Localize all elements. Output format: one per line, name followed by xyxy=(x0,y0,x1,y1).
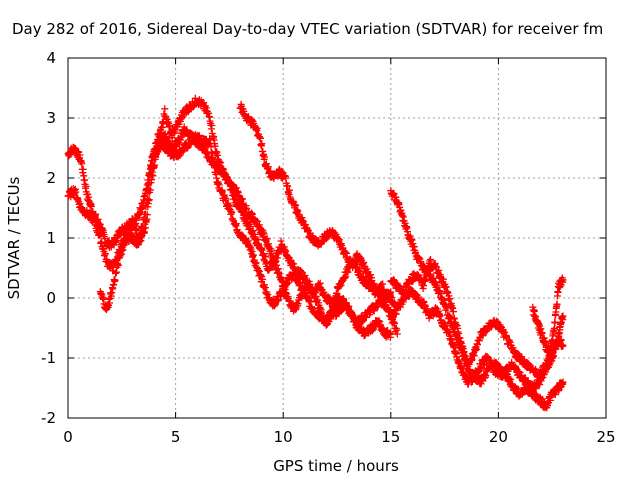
series-8 xyxy=(529,274,567,359)
series-5 xyxy=(387,187,567,381)
y-axis-label: SDTVAR / TECUs xyxy=(5,176,23,299)
series-4-markers xyxy=(236,100,399,310)
series-4 xyxy=(236,100,399,310)
series-3-markers xyxy=(96,123,395,341)
x-tick-label: 0 xyxy=(63,428,73,446)
y-tick-label: -1 xyxy=(41,349,56,367)
series-6-markers xyxy=(387,256,567,412)
y-tick-label: 3 xyxy=(46,109,56,127)
x-axis: 0 5 10 15 20 25 xyxy=(63,58,616,446)
series-8-markers xyxy=(529,274,567,359)
x-tick-label: 20 xyxy=(489,428,508,446)
series-2-markers xyxy=(64,94,401,338)
series-7 xyxy=(387,286,567,395)
y-tick-label: 4 xyxy=(46,49,56,67)
chart-title: Day 282 of 2016, Sidereal Day-to-day VTE… xyxy=(12,20,603,38)
x-tick-label: 10 xyxy=(274,428,293,446)
x-tick-label: 5 xyxy=(171,428,181,446)
y-tick-label: 0 xyxy=(46,289,56,307)
y-tick-label: -2 xyxy=(41,409,56,427)
grid xyxy=(68,58,606,418)
series-5-markers xyxy=(387,187,567,381)
series-6 xyxy=(387,256,567,412)
series-2 xyxy=(64,94,401,338)
data-points xyxy=(64,94,567,412)
y-tick-label: 1 xyxy=(46,229,56,247)
x-axis-label: GPS time / hours xyxy=(273,457,399,475)
y-tick-label: 2 xyxy=(46,169,56,187)
x-tick-label: 15 xyxy=(381,428,400,446)
series-7-markers xyxy=(387,286,567,395)
series-3 xyxy=(96,123,395,341)
x-tick-label: 25 xyxy=(596,428,615,446)
y-axis: -2 -1 0 1 2 3 4 xyxy=(41,49,606,427)
